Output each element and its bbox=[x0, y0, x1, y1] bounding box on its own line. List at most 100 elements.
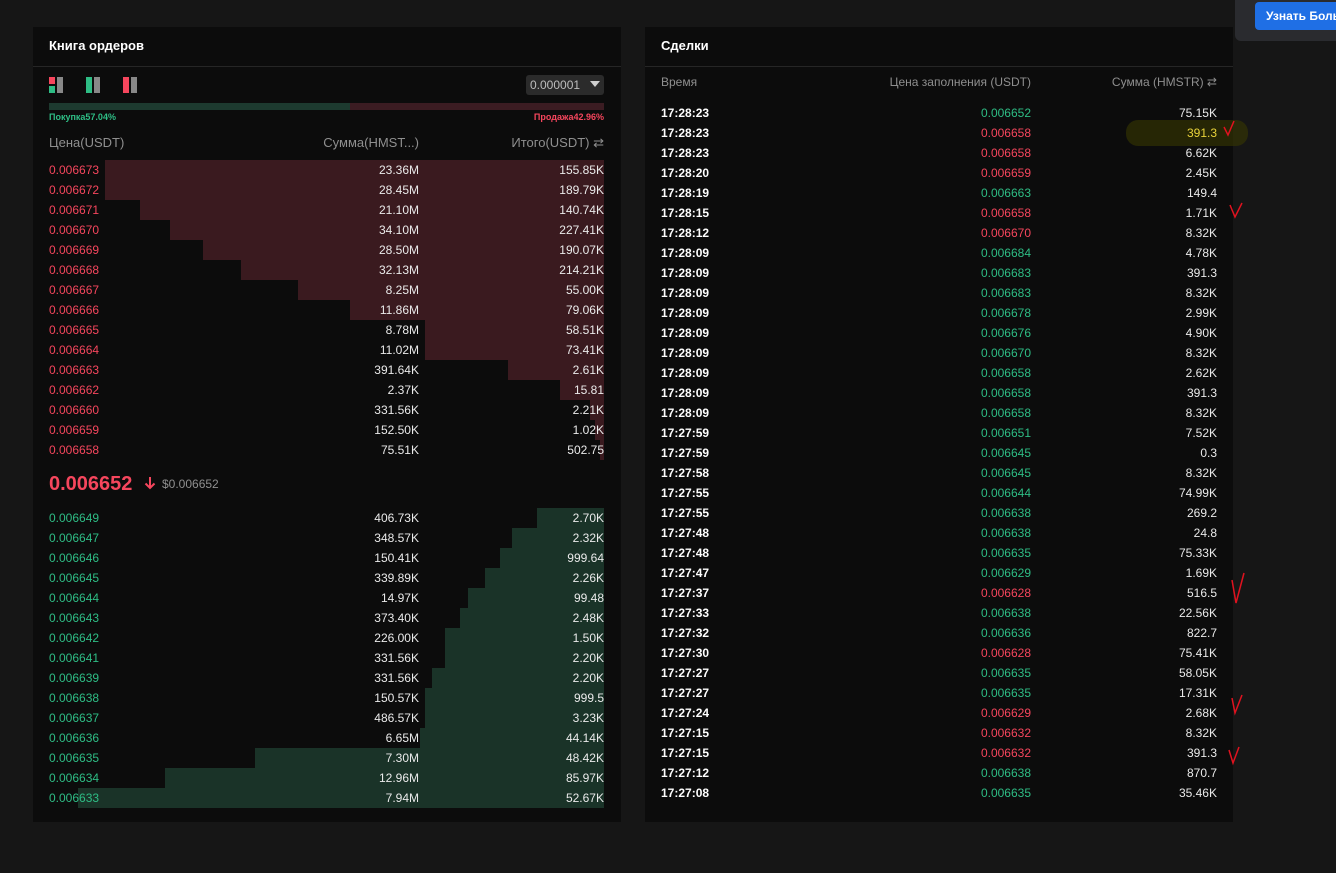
price: 0.006670 bbox=[49, 223, 100, 237]
trades-panel bbox=[645, 27, 1233, 822]
trade-price: 0.006658 bbox=[980, 126, 1031, 140]
depth-bar bbox=[350, 300, 604, 320]
depth-bar bbox=[432, 668, 604, 688]
amount: 226.00K bbox=[374, 631, 419, 645]
trade-time: 17:28:23 bbox=[661, 106, 710, 120]
trade-time: 17:27:24 bbox=[661, 706, 710, 720]
amount: 7.30M bbox=[385, 751, 419, 765]
trade-time: 17:28:09 bbox=[661, 406, 710, 420]
trade-price: 0.006635 bbox=[980, 546, 1031, 560]
trade-price: 0.006676 bbox=[980, 326, 1031, 340]
price-header: Цена(USDT) bbox=[49, 135, 125, 150]
depth-bar bbox=[255, 748, 604, 768]
trade-price: 0.006635 bbox=[980, 786, 1031, 800]
trade-amount: 1.69K bbox=[1185, 566, 1217, 580]
trade-amount: 269.2 bbox=[1186, 506, 1217, 520]
price: 0.006638 bbox=[49, 691, 100, 705]
trade-price: 0.006658 bbox=[980, 386, 1031, 400]
total: 140.74K bbox=[559, 203, 604, 217]
price: 0.006634 bbox=[49, 771, 100, 785]
trade-price: 0.006645 bbox=[980, 466, 1031, 480]
price: 0.006639 bbox=[49, 671, 100, 685]
depth-bar bbox=[298, 280, 604, 300]
trade-amount: 75.15K bbox=[1178, 106, 1217, 120]
total: 3.23K bbox=[572, 711, 604, 725]
total-header[interactable]: Итого(USDT) ⇄ bbox=[511, 135, 604, 150]
trade-price: 0.006683 bbox=[980, 286, 1031, 300]
amount: 28.50M bbox=[378, 243, 419, 257]
price: 0.006672 bbox=[49, 183, 100, 197]
sell-ratio: Продажа42.96% bbox=[533, 112, 604, 122]
trade-amount: 391.3 bbox=[1186, 266, 1217, 280]
total: 2.61K bbox=[572, 363, 604, 377]
trades-title: Сделки bbox=[661, 38, 709, 53]
depth-bar bbox=[445, 628, 604, 648]
amount: 28.45M bbox=[378, 183, 419, 197]
trade-price: 0.006663 bbox=[980, 186, 1031, 200]
depth-bar bbox=[460, 608, 604, 628]
amount-header[interactable]: Сумма (HMSTR) ⇄ bbox=[1111, 75, 1217, 89]
trade-time: 17:28:23 bbox=[661, 126, 710, 140]
trade-time: 17:27:47 bbox=[661, 566, 710, 580]
depth-bar bbox=[165, 768, 604, 788]
trade-price: 0.006628 bbox=[980, 646, 1031, 660]
trade-time: 17:28:09 bbox=[661, 346, 710, 360]
amount: 391.64K bbox=[374, 363, 419, 377]
amount: 11.02M bbox=[379, 343, 419, 357]
price: 0.006668 bbox=[49, 263, 100, 277]
price: 0.006663 bbox=[49, 363, 100, 377]
trade-amount: 0.3 bbox=[1200, 446, 1217, 460]
amount: 7.94M bbox=[385, 791, 419, 805]
trade-price: 0.006670 bbox=[980, 346, 1031, 360]
trade-time: 17:27:27 bbox=[661, 666, 710, 680]
view-bids[interactable] bbox=[86, 77, 100, 93]
price: 0.006667 bbox=[49, 283, 100, 297]
trade-time: 17:28:09 bbox=[661, 246, 710, 260]
price: 0.006644 bbox=[49, 591, 100, 605]
total: 44.14K bbox=[565, 731, 604, 745]
depth-bar bbox=[425, 340, 604, 360]
trade-time: 17:28:23 bbox=[661, 146, 710, 160]
trade-amount: 58.05K bbox=[1178, 666, 1217, 680]
trade-amount: 8.32K bbox=[1185, 346, 1217, 360]
price: 0.006633 bbox=[49, 791, 100, 805]
amount-header: Сумма(HMST...) bbox=[323, 135, 419, 150]
total: 155.85K bbox=[559, 163, 604, 177]
view-asks[interactable] bbox=[123, 77, 137, 93]
total: 15.81 bbox=[573, 383, 604, 397]
learn-more-button[interactable]: Узнать Боль bbox=[1255, 2, 1336, 30]
depth-bar bbox=[512, 528, 604, 548]
depth-bar bbox=[425, 688, 604, 708]
total: 214.21K bbox=[559, 263, 604, 277]
trade-amount: 35.46K bbox=[1178, 786, 1217, 800]
price: 0.006637 bbox=[49, 711, 100, 725]
divider bbox=[645, 66, 1233, 67]
trade-amount: 7.52K bbox=[1185, 426, 1217, 440]
trade-time: 17:27:59 bbox=[661, 426, 710, 440]
total: 2.70K bbox=[572, 511, 604, 525]
trade-price: 0.006658 bbox=[980, 406, 1031, 420]
trade-amount: 8.32K bbox=[1185, 726, 1217, 740]
trade-time: 17:28:09 bbox=[661, 326, 710, 340]
total: 190.07K bbox=[559, 243, 604, 257]
total: 189.79K bbox=[559, 183, 604, 197]
last-price: 0.006652 bbox=[49, 473, 133, 495]
trade-price: 0.006645 bbox=[980, 446, 1031, 460]
amount: 406.73K bbox=[374, 511, 419, 525]
trade-time: 17:27:15 bbox=[661, 726, 710, 740]
precision-dropdown[interactable] bbox=[526, 75, 604, 95]
view-both[interactable] bbox=[49, 77, 63, 93]
total: 52.67K bbox=[565, 791, 604, 805]
total: 99.48 bbox=[573, 591, 604, 605]
price: 0.006645 bbox=[49, 571, 100, 585]
trade-time: 17:27:55 bbox=[661, 506, 710, 520]
total: 999.5 bbox=[573, 691, 604, 705]
depth-bar bbox=[485, 568, 604, 588]
order-book-title: Книга ордеров bbox=[49, 38, 144, 53]
trade-amount: 6.62K bbox=[1185, 146, 1217, 160]
trade-price: 0.006638 bbox=[980, 506, 1031, 520]
trade-amount: 2.99K bbox=[1185, 306, 1217, 320]
depth-bar bbox=[595, 420, 604, 440]
trade-time: 17:27:15 bbox=[661, 746, 710, 760]
